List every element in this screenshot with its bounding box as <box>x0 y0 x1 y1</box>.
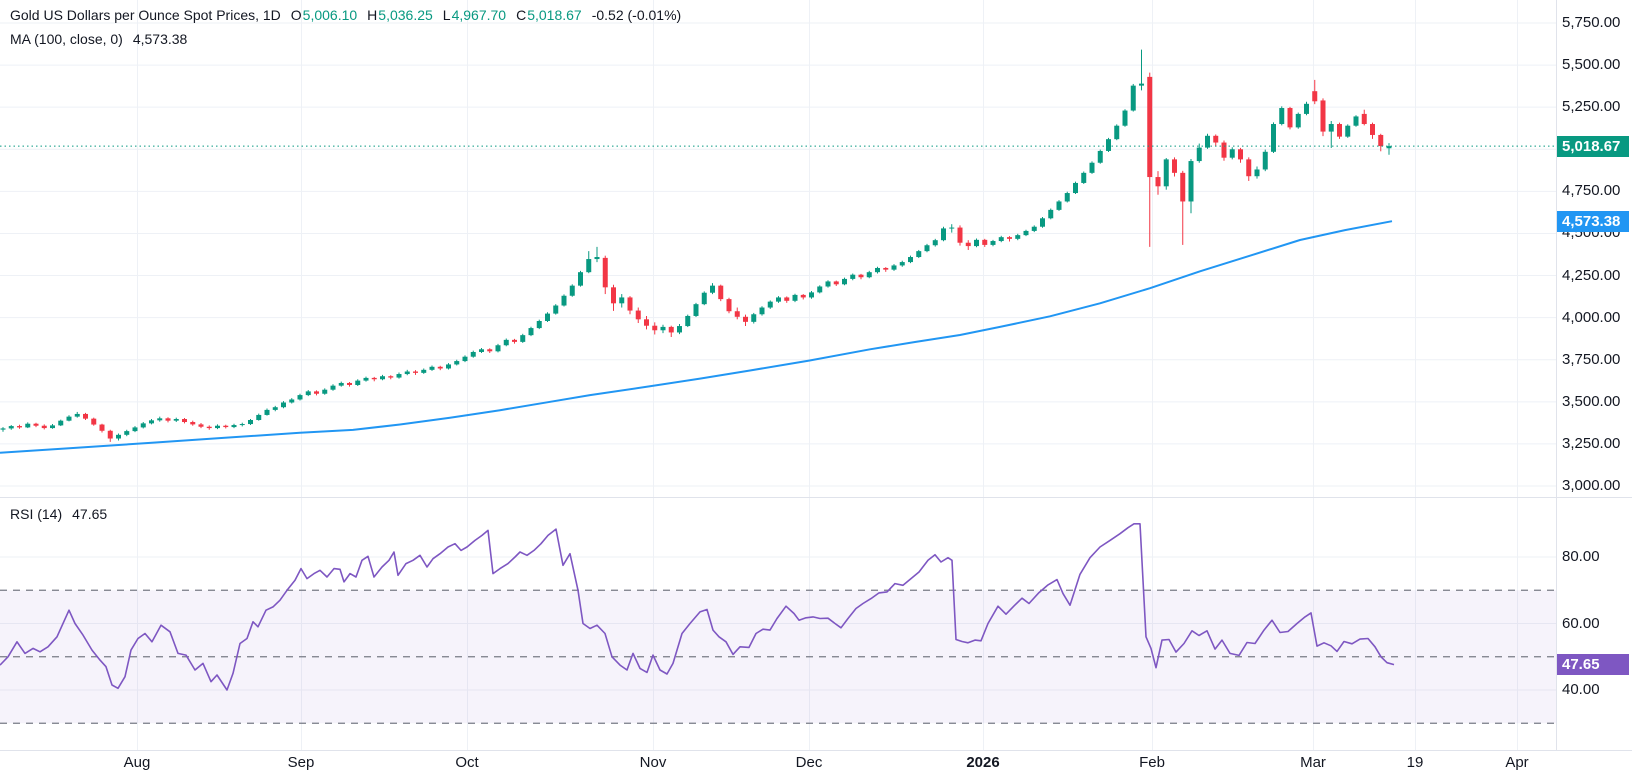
time-axis-label: Mar <box>1300 754 1326 771</box>
price-axis-label: 5,500.00 <box>1562 56 1621 74</box>
ohlc-low-value: 4,967.70 <box>451 7 507 23</box>
ma-value: 4,573.38 <box>132 31 188 47</box>
symbol-title: Gold US Dollars per Ounce Spot Prices, 1… <box>10 7 281 23</box>
price-axis-label: 3,000.00 <box>1562 477 1621 494</box>
time-axis-label: Sep <box>287 754 315 771</box>
time-axis-label: Feb <box>1139 754 1165 771</box>
time-axis-label: Apr <box>1505 754 1529 771</box>
ohlc-close-value: 5,018.67 <box>527 7 582 23</box>
ohlc-close-label: C <box>516 7 527 23</box>
time-axis-label: 2026 <box>966 754 1000 771</box>
ohlc-high-label: H <box>367 7 378 23</box>
time-axis-label: Oct <box>455 754 479 771</box>
price-axis-label: 4,750.00 <box>1562 182 1621 200</box>
ohlc-low-label: L <box>442 7 451 23</box>
price-axis-label: 5,250.00 <box>1562 98 1621 116</box>
time-axis-label: Dec <box>795 754 823 771</box>
ma-legend-row[interactable]: MA (100, close, 0) 4,573.38 <box>10 30 187 48</box>
price-axis-label: 3,250.00 <box>1562 434 1621 452</box>
last-price-badge: 5,018.67 <box>1557 135 1629 157</box>
rsi-axis-label: 60.00 <box>1562 614 1600 632</box>
price-axis-label: 5,750.00 <box>1562 14 1621 31</box>
rsi-axis-label: 40.00 <box>1562 681 1600 698</box>
ohlc-open-value: 5,006.10 <box>302 7 358 23</box>
price-axis-label: 4,250.00 <box>1562 266 1621 284</box>
price-axis-label: 4,000.00 <box>1562 308 1621 326</box>
time-axis-label: Nov <box>639 754 667 771</box>
price-axis-label: 3,500.00 <box>1562 392 1621 410</box>
ohlc-open-label: O <box>290 7 302 23</box>
change-value: -0.52 (-0.01%) <box>591 7 682 23</box>
ohlc-high-value: 5,036.25 <box>378 7 433 23</box>
rsi-axis-label: 80.00 <box>1562 548 1600 565</box>
time-axis-label: 19 <box>1406 754 1424 771</box>
ma-label: MA (100, close, 0) <box>10 31 123 47</box>
price-axis-label: 3,750.00 <box>1562 350 1621 368</box>
rsi-value-badge: 47.65 <box>1557 654 1629 676</box>
symbol-legend-row[interactable]: Gold US Dollars per Ounce Spot Prices, 1… <box>10 6 681 24</box>
rsi-legend-row[interactable]: RSI (14) 47.65 <box>10 505 107 523</box>
rsi-label: RSI (14) <box>10 506 63 522</box>
ma-value-badge: 4,573.38 <box>1557 210 1629 232</box>
time-axis-label: Aug <box>123 754 151 771</box>
rsi-value: 47.65 <box>72 506 108 522</box>
